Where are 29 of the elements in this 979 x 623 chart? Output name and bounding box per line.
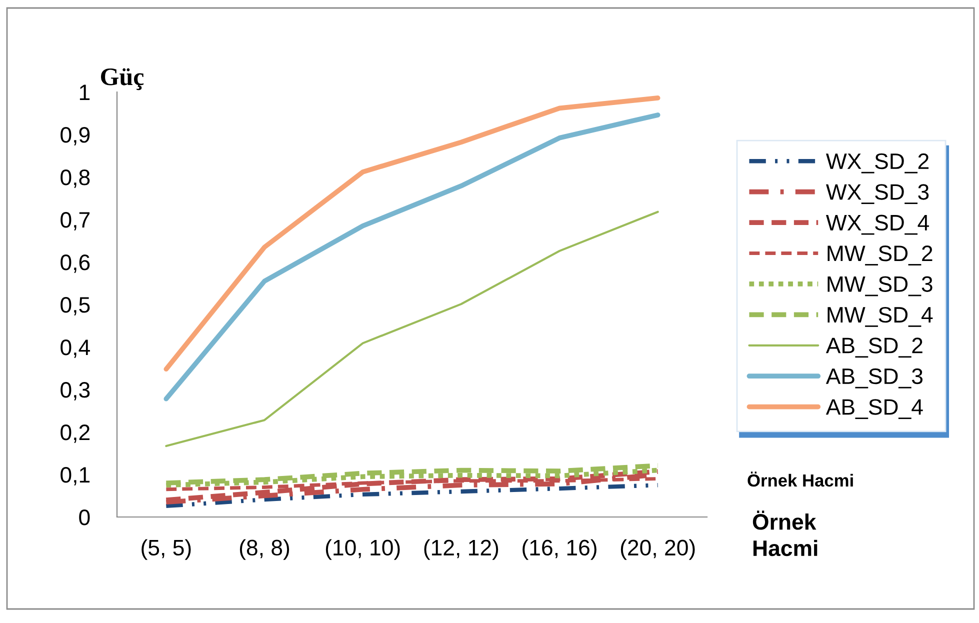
- x-tick-label: (8, 8): [240, 539, 290, 560]
- y-tick-label: 0,5: [60, 297, 90, 316]
- x-tick-label: (20, 20): [620, 539, 695, 560]
- legend-label: MW_SD_4: [828, 306, 933, 327]
- y-tick-label: 0: [79, 510, 90, 526]
- y-tick-label: 0,6: [60, 254, 90, 273]
- legend-label: AB_SD_2: [826, 338, 922, 358]
- legend-label: WX_SD_2: [826, 153, 929, 174]
- y-tick-label: 0,9: [60, 127, 90, 146]
- legend-label: MW_SD_2: [828, 246, 932, 266]
- y-tick-label: 0,1: [60, 467, 90, 486]
- legend-label: WX_SD_4: [826, 214, 929, 235]
- x-tick-label: (5, 5): [142, 539, 191, 560]
- x-tick-label: (10, 10): [326, 539, 400, 560]
- y-tick-label: 1: [80, 84, 90, 100]
- legend-label: WX_SD_3: [826, 184, 929, 204]
- y-tick-label: 0,8: [60, 170, 90, 188]
- legend-label: AB_SD_4: [826, 399, 923, 420]
- x-axis-title: Örnek Hacmi: [752, 510, 818, 556]
- y-axis-title: Güç: [101, 68, 144, 90]
- x-tick-label: (12, 12): [424, 539, 498, 560]
- legend-label: MW_SD_3: [828, 276, 932, 296]
- y-tick-label: 0,3: [60, 382, 90, 400]
- legend-label: AB_SD_3: [826, 368, 923, 388]
- x-tick-label: (16, 16): [522, 539, 596, 560]
- text: Örnek Hacmi: [748, 472, 853, 487]
- y-tick-label: 0,2: [60, 424, 90, 443]
- y-tick-label: 0,4: [60, 340, 90, 358]
- y-tick-label: 0,7: [60, 212, 90, 230]
